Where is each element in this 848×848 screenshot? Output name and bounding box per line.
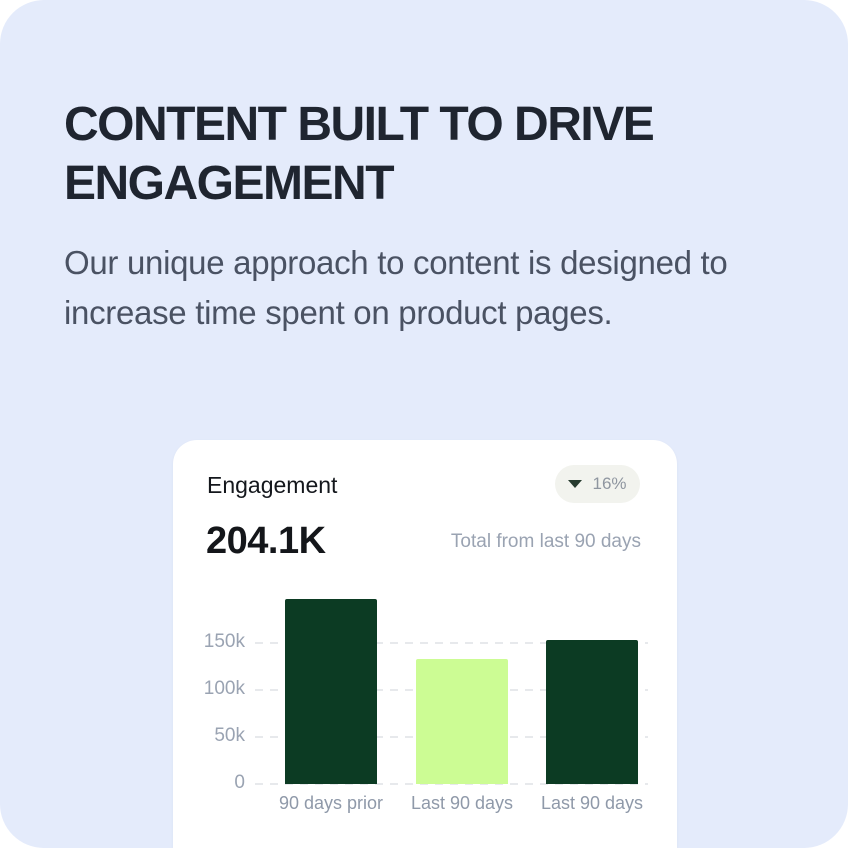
x-tick-label: 90 days prior <box>278 793 384 813</box>
y-tick-label: 150k <box>203 631 245 652</box>
engagement-card: Engagement 16% 204.1K Total from last 90… <box>173 440 677 848</box>
y-tick-label: 50k <box>214 725 245 746</box>
triangle-down-icon <box>568 480 583 488</box>
gridline <box>255 783 648 785</box>
bar-chart-plot <box>255 596 648 785</box>
card-title: Engagement <box>207 472 338 498</box>
engagement-total-value: 204.1K <box>206 520 326 562</box>
y-tick-label: 100k <box>203 678 245 699</box>
x-tick-label: Last 90 days <box>410 793 514 813</box>
y-axis: 150k 100k 50k 0 <box>173 596 245 793</box>
gridline <box>255 642 648 644</box>
section-subheading: Our unique approach to content is design… <box>64 244 728 331</box>
bar-1 <box>285 599 377 784</box>
x-tick-label: Last 90 days <box>540 793 644 813</box>
trend-badge-value: 16% <box>592 474 627 493</box>
section-heading: CONTENT BUILT TO DRIVE ENGAGEMENT <box>64 98 655 211</box>
y-tick-label: 0 <box>234 772 245 793</box>
x-axis: 90 days prior Last 90 days Last 90 days <box>255 793 648 819</box>
bar-2 <box>415 659 508 784</box>
trend-badge[interactable]: 16% <box>555 465 640 503</box>
bar-3 <box>546 640 638 784</box>
engagement-total-caption: Total from last 90 days <box>450 531 641 552</box>
